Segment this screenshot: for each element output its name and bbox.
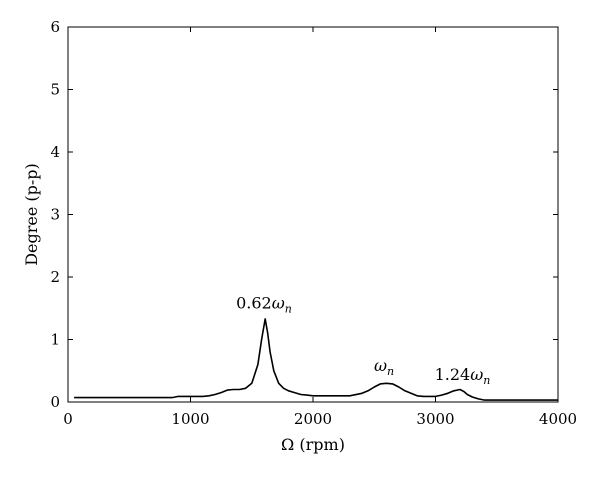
x-tick-label: 2000	[294, 410, 332, 428]
annotation-omega-symbol: ω	[272, 293, 285, 312]
y-axis-label: Degree (p-p)	[22, 163, 41, 266]
y-tick-label: 2	[50, 268, 60, 286]
series-group	[74, 318, 558, 401]
y-tick-label: 6	[50, 18, 60, 36]
y-tick-label: 0	[50, 393, 60, 411]
y-tick-label: 5	[50, 81, 60, 99]
peak-annotation: 0.62ωn	[236, 293, 292, 315]
annotation-omega-symbol: ω	[374, 356, 387, 375]
peak-annotation: 1.24ωn	[435, 365, 491, 387]
series-line-0	[74, 318, 558, 401]
y-tick-label: 3	[50, 206, 60, 224]
annotation-subscript: n	[483, 374, 490, 387]
annotation-subscript: n	[387, 365, 394, 378]
x-tick-label: 3000	[416, 410, 454, 428]
x-tick-label: 1000	[171, 410, 209, 428]
annotation-coefficient: 1.24	[435, 365, 471, 384]
plot-area	[67, 26, 559, 403]
y-tick-label: 4	[50, 143, 60, 161]
x-tick-label: 0	[63, 410, 73, 428]
peak-annotation: ωn	[374, 356, 394, 378]
axis-ticks: 0 1000 2000 3000 4000 0 1 2 3 4 5 6	[50, 18, 577, 428]
y-tick-label: 1	[50, 331, 60, 349]
annotation-subscript: n	[285, 302, 292, 315]
annotation-coefficient: 0.62	[236, 293, 272, 312]
x-axis-label: Ω (rpm)	[281, 435, 345, 454]
x-tick-label: 4000	[539, 410, 577, 428]
annotation-omega-symbol: ω	[470, 365, 483, 384]
